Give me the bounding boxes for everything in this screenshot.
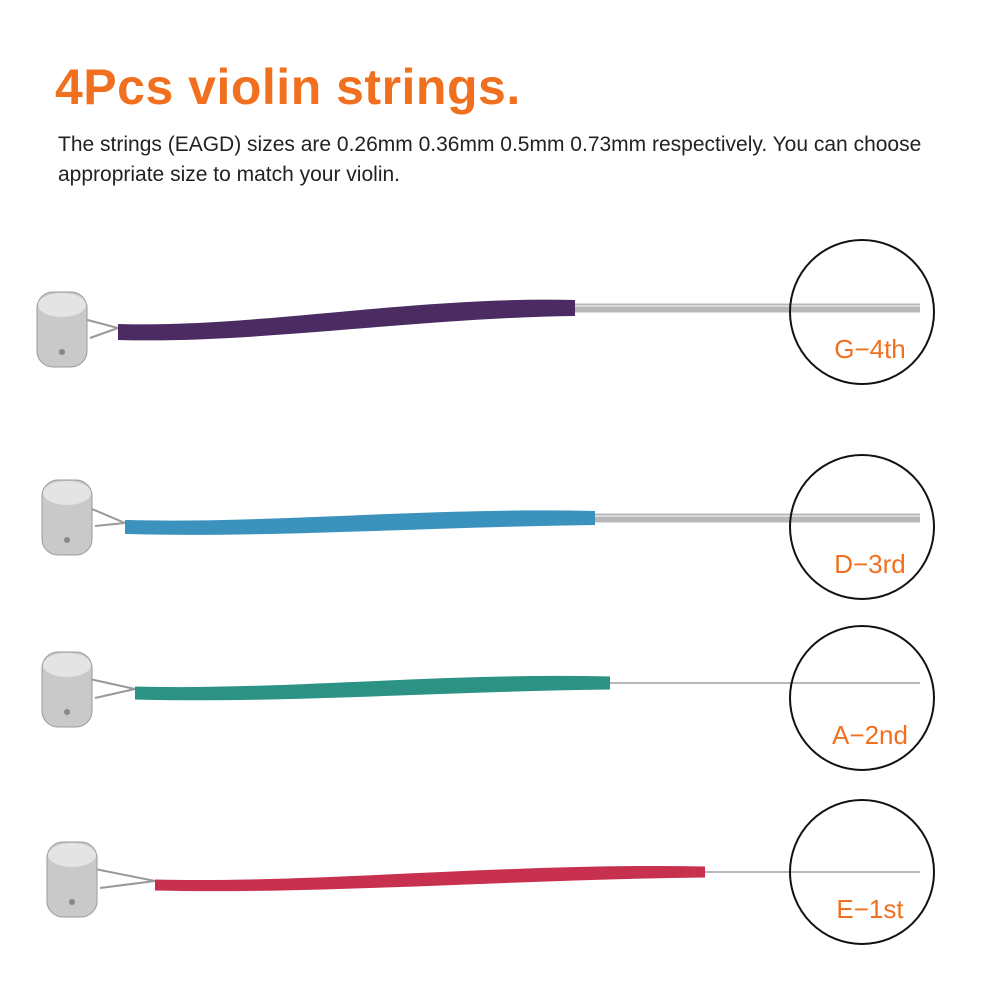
silk-wrap bbox=[135, 675, 610, 701]
ball-end-pin bbox=[64, 537, 70, 543]
ball-end-pin bbox=[69, 899, 75, 905]
string-label: E−1st bbox=[836, 894, 904, 924]
ball-end-top bbox=[38, 293, 86, 317]
magnifier-circle bbox=[789, 454, 935, 600]
silk-wrap bbox=[118, 299, 575, 341]
string-label: G−4th bbox=[834, 334, 906, 364]
description: The strings (EAGD) sizes are 0.26mm 0.36… bbox=[58, 133, 922, 186]
silk-wrap bbox=[125, 510, 595, 535]
magnifier-circle bbox=[789, 239, 935, 385]
ball-end-pin bbox=[59, 349, 65, 355]
ball-end-top bbox=[48, 843, 96, 867]
string-loop bbox=[89, 867, 156, 889]
magnifier-circle bbox=[789, 625, 935, 771]
ball-end-pin bbox=[64, 709, 70, 715]
magnifier-circle bbox=[789, 799, 935, 945]
ball-end-top bbox=[43, 653, 91, 677]
ball-end-top bbox=[43, 481, 91, 505]
silk-wrap bbox=[155, 865, 705, 892]
string-label: A−2nd bbox=[832, 720, 908, 750]
string-label: D−3rd bbox=[834, 549, 906, 579]
page-title: 4Pcs violin strings. bbox=[55, 59, 521, 115]
